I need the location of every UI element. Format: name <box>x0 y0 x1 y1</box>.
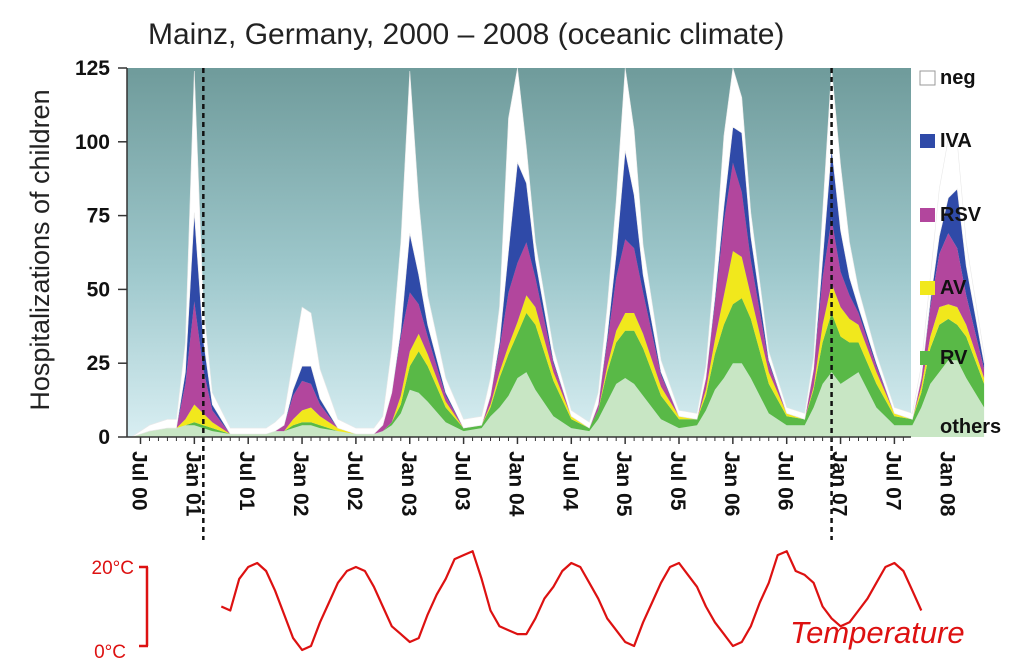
legend-label-rv: RV <box>940 347 968 369</box>
x-tick-label: Jul 07 <box>881 451 904 511</box>
legend-swatch-rsv <box>920 208 935 222</box>
y-tick-label: 100 <box>75 131 110 154</box>
legend-swatch-others <box>920 420 935 434</box>
legend: neg IVA RSV AV RV others <box>919 67 1001 438</box>
legend-swatch-iva <box>920 134 935 148</box>
temperature-label-low: 0°C <box>94 642 126 662</box>
legend-label-neg: neg <box>940 67 976 89</box>
y-tick-label: 25 <box>87 352 111 375</box>
area-neg <box>131 67 985 438</box>
x-tick-label: Jul 02 <box>343 451 366 511</box>
y-tick-label: 125 <box>75 57 110 80</box>
temperature-title: Temperature <box>790 615 965 650</box>
x-tick-label: Jul 03 <box>451 451 474 511</box>
legend-swatch-neg <box>919 70 936 86</box>
x-axis: Jul 00 Jan 01 Jul 01 Jan 02 Jul 02 Jan 03 Jul … <box>127 436 958 517</box>
y-tick-label: 50 <box>87 278 110 301</box>
temperature-scale: 20°C 0°C <box>92 558 149 662</box>
legend-label-av: AV <box>940 277 967 299</box>
x-tick-label: Jan 04 <box>504 451 527 517</box>
legend-swatch-av <box>920 281 935 295</box>
x-tick-label: Jan 01 <box>181 451 204 517</box>
x-tick-label: Jul 04 <box>558 451 581 511</box>
legend-label-iva: IVA <box>940 130 972 152</box>
y-tick-label: 0 <box>98 426 110 449</box>
temperature-line <box>220 550 923 652</box>
x-tick-label: Jan 07 <box>828 451 851 516</box>
x-tick-label: Jul 01 <box>235 451 258 511</box>
y-axis: 0 25 50 75 100 125 <box>75 57 128 449</box>
area-iva <box>131 127 985 437</box>
area-rv <box>131 298 985 437</box>
area-rsv <box>131 162 985 437</box>
temperature-label-high: 20°C <box>92 558 134 579</box>
temperature-line-group <box>220 550 923 652</box>
legend-label-rsv: RSV <box>940 204 982 226</box>
chart-title: Mainz, Germany, 2000 – 2008 (oceanic cli… <box>148 18 784 51</box>
y-tick-label: 75 <box>87 205 111 228</box>
y-axis-label: Hospitalizations of children <box>25 89 55 410</box>
x-tick-label: Jul 05 <box>666 451 689 511</box>
area-others <box>131 360 985 437</box>
x-tick-label: Jan 05 <box>612 451 635 517</box>
legend-label-others: others <box>940 416 1001 438</box>
legend-swatch-rv <box>920 351 935 365</box>
x-tick-label: Jan 08 <box>935 451 958 517</box>
x-tick-label: Jan 02 <box>289 451 312 516</box>
vertical-markers <box>202 68 833 540</box>
x-tick-label: Jul 06 <box>774 451 797 511</box>
x-tick-label: Jul 00 <box>128 451 151 511</box>
stacked-areas <box>131 67 985 438</box>
x-tick-label: Jan 06 <box>720 451 743 516</box>
x-tick-label: Jan 03 <box>397 451 420 516</box>
